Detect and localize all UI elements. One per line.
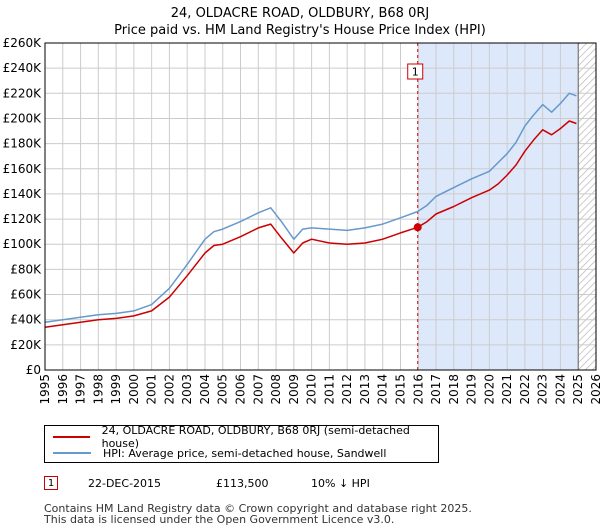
price-chart: 1 £0 £20K £40K £60K £80K £100K £120K £140K £160K £… [3,36,600,405]
transaction-price: £113,500 [216,477,269,490]
y-tick-label: £120K [3,212,43,226]
y-tick-label: £60K [10,288,42,302]
legend-item-hpi: HPI: Average price, semi-detached house,… [53,446,386,460]
y-tick-label: £20K [10,338,42,352]
y-tick-label: £200K [3,111,43,125]
x-tick-label: 2000 [127,374,141,405]
footer-licence: This data is licensed under the Open Gov… [44,513,395,526]
x-tick-label: 2023 [536,374,550,405]
legend-item-property: 24, OLDACRE ROAD, OLDBURY, B68 0RJ (semi… [53,424,438,450]
x-tick-label: 2003 [180,374,194,405]
y-tick-label: £160K [3,162,43,176]
legend-label-hpi: HPI: Average price, semi-detached house,… [103,446,387,460]
legend-swatch-property [53,436,90,438]
x-tick-label: 2014 [376,374,390,405]
property-price-line [44,120,577,328]
legend-swatch-hpi [53,452,91,454]
footer-copyright: Contains HM Land Registry data © Crown c… [44,502,472,515]
x-tick-label: 1995 [38,374,52,405]
x-tick-label: 2020 [482,374,496,405]
y-tick-label: £40K [10,313,42,327]
chart-title: 24, OLDACRE ROAD, OLDBURY, B68 0RJ [170,6,430,21]
transaction-date: 22-DEC-2015 [88,477,162,490]
x-tick-label: 2021 [500,374,514,405]
future-hatched-region [578,43,596,370]
chart-subtitle: Price paid vs. HM Land Registry's House … [114,23,486,38]
x-tick-label: 2009 [287,374,301,405]
sale-point [413,223,422,232]
x-tick-label: 1997 [74,374,88,405]
x-tick-label: 2010 [305,374,319,405]
post-sale-shading [417,43,579,370]
x-tick-label: 1999 [109,374,123,405]
x-tick-label: 2008 [269,374,283,405]
x-tick-label: 2007 [251,374,265,405]
y-tick-label: £100K [3,237,43,251]
x-tick-label: 2019 [465,374,479,405]
y-tick-label: £260K [3,36,43,50]
y-tick-label: £180K [3,137,43,151]
hpi-line [44,92,577,323]
x-tick-label: 2025 [571,374,585,405]
x-tick-label: 2018 [447,374,461,405]
x-tick-label: 2016 [411,374,425,405]
y-tick-label: £0 [26,363,41,377]
x-tick-label: 1998 [91,374,105,405]
y-tick-label: £80K [10,262,42,276]
x-tick-label: 2002 [162,374,176,405]
x-tick-label: 2004 [198,374,212,405]
y-tick-label: £140K [3,187,43,201]
x-tick-label: 2024 [553,374,567,405]
transaction-marker: 1 [44,476,58,490]
x-tick-label: 2011 [322,374,336,405]
sale-annotation-label: 1 [412,66,419,79]
x-tick-label: 2005 [216,374,230,405]
y-tick-label: £220K [3,86,43,100]
x-tick-label: 2006 [234,374,248,405]
y-tick-label: £240K [3,61,43,75]
x-tick-label: 1996 [56,374,70,405]
transaction-hpi-diff: 10% ↓ HPI [311,477,370,490]
transaction-row: 1 22-DEC-2015 £113,500 10% ↓ HPI [44,476,444,492]
plot-border [44,42,597,371]
x-tick-label: 2026 [589,374,600,405]
legend: 24, OLDACRE ROAD, OLDBURY, B68 0RJ (semi… [44,424,439,463]
legend-label-property: 24, OLDACRE ROAD, OLDBURY, B68 0RJ (semi… [101,424,410,450]
sale-annotation-box [407,63,424,80]
x-tick-label: 2022 [518,374,532,405]
x-tick-label: 2001 [145,374,159,405]
x-tick-label: 2017 [429,374,443,405]
x-tick-label: 2012 [340,374,354,405]
x-tick-label: 2015 [393,374,407,405]
x-tick-label: 2013 [358,374,372,405]
